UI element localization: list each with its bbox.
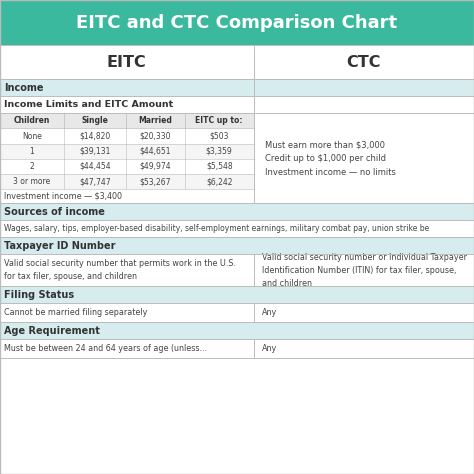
Text: Taxpayer ID Number: Taxpayer ID Number [4,240,115,251]
Bar [0,159,254,174]
Text: $39,131: $39,131 [79,147,110,155]
Bar [0,144,254,159]
Bar [0,189,254,203]
Text: Sources of income: Sources of income [4,207,105,217]
Text: EITC and CTC Comparison Chart: EITC and CTC Comparison Chart [76,14,398,31]
Text: Income: Income [4,82,43,93]
Text: $6,242: $6,242 [206,177,232,186]
Text: $14,820: $14,820 [79,132,110,140]
Bar [0,220,474,237]
Bar [0,0,474,45]
Text: Children: Children [14,117,50,125]
Text: $44,651: $44,651 [139,147,171,155]
Text: Filing Status: Filing Status [4,290,74,300]
Text: Married: Married [138,117,172,125]
Bar [0,358,474,474]
Text: CTC: CTC [346,55,381,70]
Text: Valid social security number or Individual Taxpayer
Identification Number (ITIN): Valid social security number or Individu… [262,253,467,288]
Text: $20,330: $20,330 [139,132,171,140]
Bar [0,286,474,303]
Text: EITC: EITC [107,55,146,70]
Bar [0,237,474,254]
Text: 1: 1 [29,147,35,155]
Bar [0,254,474,286]
Text: Must earn more than $3,000
Credit up to $1,000 per child
Investment income — no : Must earn more than $3,000 Credit up to … [265,141,396,177]
Text: 2: 2 [29,162,35,171]
Bar [0,174,254,189]
Text: Any: Any [262,345,277,353]
Bar [0,113,254,128]
Bar [0,96,474,113]
Text: Wages, salary, tips, employer-based disability, self-employment earnings, milita: Wages, salary, tips, employer-based disa… [4,224,429,233]
Bar [0,322,474,339]
Text: $47,747: $47,747 [79,177,110,186]
Text: $5,548: $5,548 [206,162,233,171]
Text: $3,359: $3,359 [206,147,233,155]
Text: Single: Single [82,117,108,125]
Bar [0,203,474,220]
Text: Investment income — $3,400: Investment income — $3,400 [4,192,122,201]
Text: $53,267: $53,267 [139,177,171,186]
Bar [0,303,474,322]
Text: None: None [22,132,42,140]
Text: Age Requirement: Age Requirement [4,326,100,336]
Bar [0,339,474,358]
Text: EITC up to:: EITC up to: [195,117,243,125]
Text: $44,454: $44,454 [79,162,110,171]
Text: $503: $503 [210,132,229,140]
Text: Any: Any [262,309,277,317]
Bar [0,128,254,144]
Text: Valid social security number that permits work in the U.S.
for tax filer, spouse: Valid social security number that permit… [4,259,236,281]
Text: $49,974: $49,974 [139,162,171,171]
Bar [254,113,474,189]
Text: Income Limits and EITC Amount: Income Limits and EITC Amount [4,100,173,109]
Bar [0,45,474,79]
Text: Cannot be married filing separately: Cannot be married filing separately [4,309,147,317]
Text: 3 or more: 3 or more [13,177,51,186]
Bar [254,189,474,203]
Bar [0,79,474,96]
Text: Must be between 24 and 64 years of age (unless...: Must be between 24 and 64 years of age (… [4,345,207,353]
